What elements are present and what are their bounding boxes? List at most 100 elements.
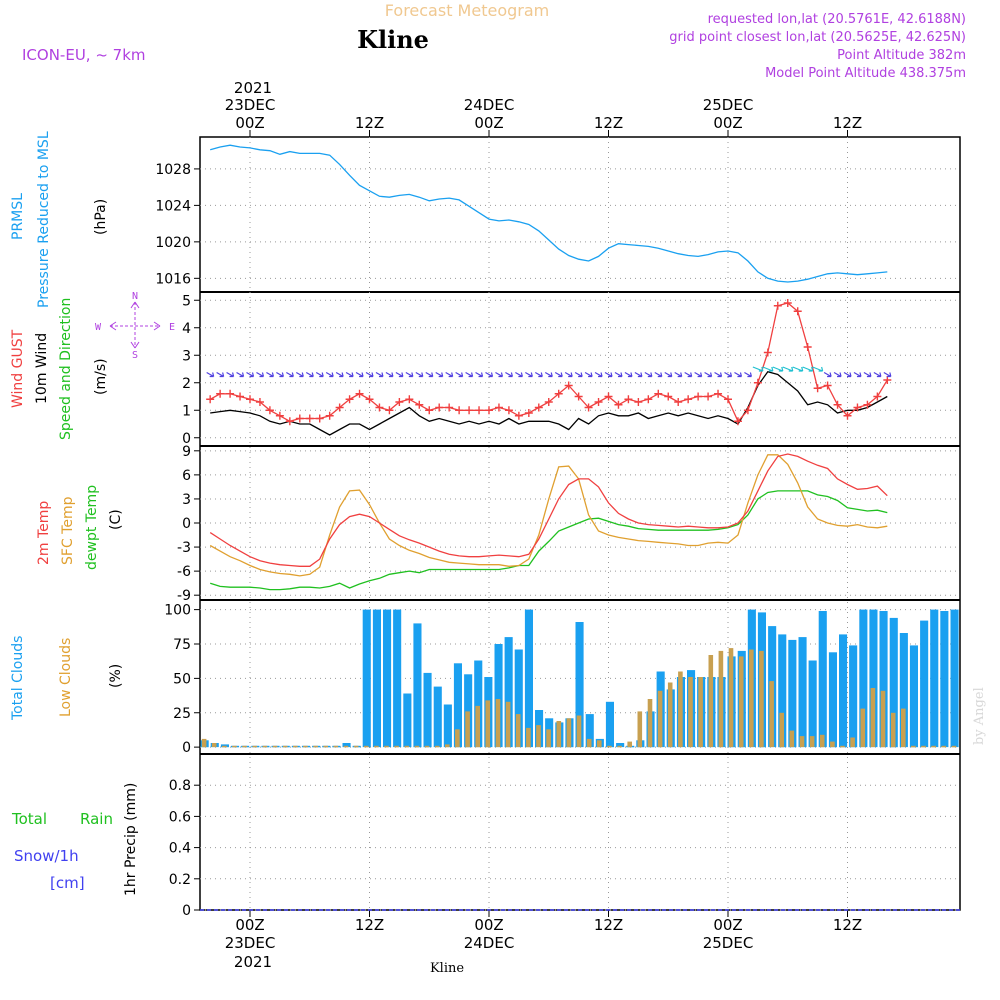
prmsl-label: PRMSL <box>10 193 26 240</box>
total-label: Total <box>11 810 47 828</box>
total-cloud-bar <box>423 672 432 748</box>
bottom-time-label: 12Z <box>833 916 862 934</box>
low-cloud-bar <box>556 721 562 748</box>
low-cloud-bar <box>303 745 308 748</box>
total-cloud-bar <box>859 609 868 748</box>
gust-marker <box>694 392 703 401</box>
gust-marker <box>584 403 593 412</box>
total-cloud-bar <box>950 609 959 748</box>
wind-arrow <box>853 371 862 378</box>
gust-marker <box>654 389 663 398</box>
wind-arrow <box>505 371 513 378</box>
total-cloud-bar <box>413 623 422 748</box>
total-cloud-bar <box>393 609 402 748</box>
total-cloud-bar <box>362 609 371 748</box>
y-tick-label: 0 <box>182 516 191 532</box>
y-tick-label: 4 <box>182 321 191 337</box>
low-cloud-bar <box>576 715 582 748</box>
wind-arrow <box>564 371 573 378</box>
wind-arrow <box>574 371 583 378</box>
low-cloud-bar <box>242 745 247 748</box>
y-tick-label: 0.8 <box>169 778 191 794</box>
temp-2m-line <box>209 453 888 567</box>
cloud-bars <box>200 609 959 748</box>
temp-unit: (C) <box>108 509 124 530</box>
total-cloud-bar <box>443 704 452 748</box>
gust-marker <box>604 392 613 401</box>
wind-direction-arrows <box>206 366 892 378</box>
location-title: Kline <box>357 25 429 54</box>
low-cloud-bar <box>627 741 632 748</box>
gust-marker <box>226 389 235 398</box>
wind-arrow <box>246 371 255 378</box>
gust-marker <box>455 406 464 415</box>
gust-marker <box>534 403 543 412</box>
low-cloud-bar <box>384 745 389 748</box>
total-cloud-bar <box>585 714 594 748</box>
wind-arrow <box>485 371 494 378</box>
total-cloud-bar <box>504 637 513 748</box>
wind-compass: N S W E <box>95 291 175 361</box>
low-cloud-bar <box>728 648 734 748</box>
wind-arrow <box>435 371 444 378</box>
wind-arrow <box>276 371 284 378</box>
y-tick-label: 6 <box>182 468 191 484</box>
wind-10m-line <box>210 371 888 436</box>
low-cloud-bar <box>485 700 491 748</box>
low-cloud-bar <box>465 711 470 748</box>
gust-marker <box>704 392 713 401</box>
low-cloud-bar <box>870 688 876 748</box>
gust-marker <box>355 389 364 398</box>
wind-arrow <box>744 371 752 378</box>
total-cloud-bar <box>433 686 442 748</box>
low-cloud-bar <box>566 718 572 748</box>
low-cloud-bar <box>434 745 440 748</box>
total-cloud-bar <box>616 743 625 748</box>
low-cloud-bar <box>262 745 268 748</box>
low-cloud-bar <box>201 738 207 748</box>
wind-arrow <box>515 371 523 378</box>
low-cloud-bar <box>222 745 227 748</box>
wind-arrow <box>325 371 334 378</box>
y-tick-label: 1020 <box>155 235 191 251</box>
y-tick-label: 0.6 <box>169 809 191 825</box>
low-cloud-bar <box>333 745 339 748</box>
wind-arrow <box>782 366 794 372</box>
low-cloud-bar <box>830 741 835 748</box>
gust-marker <box>246 395 254 404</box>
precip-axis-label: 1hr Precip (mm) <box>123 783 139 896</box>
top-time-label: 12Z <box>355 114 384 132</box>
gust-marker <box>255 398 264 406</box>
total-cloud-bar <box>909 645 918 748</box>
low-cloud-bar <box>526 727 531 748</box>
prmsl-line <box>210 144 888 283</box>
cloud-labels: Total Clouds Low Clouds (%) <box>10 636 124 721</box>
low-cloud-bar <box>749 649 754 748</box>
total-cloud-bar <box>464 674 473 748</box>
gust-marker <box>783 299 792 307</box>
wind-arrow <box>863 371 872 378</box>
low-cloud-bar <box>293 745 298 748</box>
gust-marker <box>325 411 334 420</box>
total-cloud-bar <box>899 633 908 748</box>
top-year-label: 2021 <box>234 79 272 97</box>
wind-unit: (m/s) <box>93 358 109 395</box>
bottom-date-label: 24DEC <box>464 934 515 952</box>
gust-marker <box>375 403 384 412</box>
total-cloud-bar <box>605 701 614 748</box>
bottom-date-label: 25DEC <box>703 934 754 952</box>
top-date-label: 24DEC <box>464 96 515 114</box>
gust-marker <box>733 417 742 426</box>
total-cloud-bar <box>920 620 929 748</box>
low-cloud-bar <box>232 745 237 748</box>
gust-marker <box>823 381 832 390</box>
y-tick-label: 9 <box>182 444 191 460</box>
wind-arrow <box>236 371 245 378</box>
gust-marker <box>544 398 553 406</box>
low-cloud-bar <box>475 705 480 748</box>
bottom-time-label: 12Z <box>594 916 623 934</box>
total-cloud-bar <box>342 743 351 748</box>
low-cloud-bar <box>657 690 663 748</box>
wind-arrow <box>752 366 764 372</box>
